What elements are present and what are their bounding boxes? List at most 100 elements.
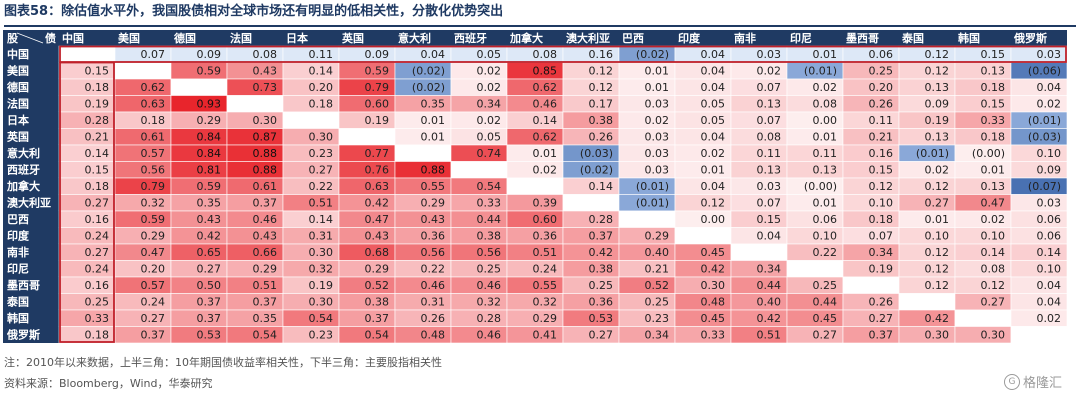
cell-value: 0.27 xyxy=(813,329,838,342)
cell-value: 0.12 xyxy=(925,65,950,78)
column-header: 加拿大 xyxy=(509,31,543,45)
cell-value: 0.18 xyxy=(85,81,110,94)
cell-value: 0.52 xyxy=(365,279,390,292)
cell-value: 0.30 xyxy=(309,131,334,144)
cell-value: 0.03 xyxy=(1037,48,1062,61)
cell-value: (0.03) xyxy=(1028,131,1061,144)
cell-value: 0.08 xyxy=(757,131,782,144)
cell-value: 0.25 xyxy=(477,263,502,276)
corner-diagonal xyxy=(16,32,44,44)
row-header: 意大利 xyxy=(7,146,40,160)
cell-value: 0.30 xyxy=(253,114,278,127)
cell-value: 0.01 xyxy=(701,164,726,177)
cell-value: 0.01 xyxy=(981,164,1006,177)
cell-value: 0.02 xyxy=(477,81,502,94)
cell-value: 0.27 xyxy=(309,164,334,177)
cell-value: 0.34 xyxy=(757,263,782,276)
cell-value: 0.01 xyxy=(421,131,446,144)
cell-value: 0.12 xyxy=(925,246,950,259)
cell-value: 0.51 xyxy=(253,279,278,292)
cell-value: (0.00) xyxy=(972,147,1005,160)
cell-value: 0.54 xyxy=(253,329,278,342)
cell-value: 0.25 xyxy=(589,279,614,292)
heatmap-cell xyxy=(226,95,284,113)
cell-value: 0.24 xyxy=(85,230,110,243)
cell-value: 0.38 xyxy=(365,296,390,309)
cell-value: 0.04 xyxy=(1037,81,1062,94)
cell-value: 0.18 xyxy=(981,81,1006,94)
row-header-bg xyxy=(3,293,59,310)
cell-value: 0.13 xyxy=(925,81,950,94)
row-header: 英国 xyxy=(6,130,29,144)
cell-value: (0.02) xyxy=(636,48,669,61)
cell-value: 0.02 xyxy=(757,65,782,78)
cell-value: 0.13 xyxy=(981,65,1006,78)
cell-value: 0.01 xyxy=(813,48,838,61)
cell-value: 0.45 xyxy=(701,246,726,259)
cell-value: 0.35 xyxy=(253,312,278,325)
cell-value: 0.16 xyxy=(869,147,894,160)
row-header: 德国 xyxy=(6,80,29,94)
cell-value: 0.07 xyxy=(141,48,166,61)
cell-value: 0.27 xyxy=(197,263,222,276)
cell-value: 0.15 xyxy=(981,48,1006,61)
column-header: 美国 xyxy=(118,31,140,45)
cell-value: 0.15 xyxy=(869,164,894,177)
cell-value: 0.85 xyxy=(533,65,558,78)
cell-value: 0.12 xyxy=(925,263,950,276)
cell-value: 0.57 xyxy=(141,147,166,160)
cell-value: 0.27 xyxy=(141,312,166,325)
cell-value: (0.01) xyxy=(916,147,949,160)
cell-value: 0.18 xyxy=(309,98,334,111)
cell-value: 0.05 xyxy=(477,131,502,144)
cell-value: 0.13 xyxy=(925,131,950,144)
cell-value: 0.15 xyxy=(757,213,782,226)
row-header: 法国 xyxy=(7,97,29,111)
cell-value: 0.29 xyxy=(645,230,670,243)
cell-value: 0.04 xyxy=(701,81,726,94)
heatmap-cell xyxy=(170,78,228,96)
corner-label-bond: 债 xyxy=(45,31,56,45)
cell-value: 0.59 xyxy=(197,180,222,193)
cell-value: 0.09 xyxy=(365,48,390,61)
correlation-heatmap: 股债中国 美国 德国 法国 日本 英国 意大利 西班牙 加拿大 澳大利亚 巴西 印度 南非 印尼 墨西哥 泰国… xyxy=(3,30,1077,352)
cell-value: 0.24 xyxy=(141,296,166,309)
cell-value: 0.54 xyxy=(365,329,390,342)
cell-value: 0.22 xyxy=(813,246,838,259)
cell-value: 0.55 xyxy=(421,180,446,193)
cell-value: 0.43 xyxy=(253,230,278,243)
cell-value: 0.40 xyxy=(757,296,782,309)
cell-value: 0.35 xyxy=(197,197,222,210)
cell-value: 0.12 xyxy=(925,279,950,292)
cell-value: 0.48 xyxy=(421,329,446,342)
cell-value: 0.66 xyxy=(253,246,278,259)
cell-value: 0.62 xyxy=(141,81,166,94)
cell-value: 0.27 xyxy=(85,246,110,259)
cell-value: 0.25 xyxy=(85,296,110,309)
cell-value: 0.06 xyxy=(1037,213,1062,226)
row-header-bg xyxy=(3,46,59,63)
cell-value: 0.27 xyxy=(85,197,110,210)
cell-value: 0.12 xyxy=(981,279,1006,292)
cell-value: (0.07) xyxy=(1028,180,1061,193)
cell-value: 0.02 xyxy=(645,114,670,127)
cell-value: (0.01) xyxy=(636,197,669,210)
cell-value: 0.56 xyxy=(477,246,502,259)
cell-value: 0.46 xyxy=(253,213,278,226)
title-divider xyxy=(4,25,1076,27)
cell-value: 0.42 xyxy=(701,263,726,276)
cell-value: 0.23 xyxy=(309,329,334,342)
column-header: 南非 xyxy=(734,31,756,45)
row-header-bg xyxy=(3,260,59,277)
cell-value: 0.28 xyxy=(85,114,110,127)
cell-value: 0.42 xyxy=(925,312,950,325)
cell-value: 0.84 xyxy=(197,131,222,144)
cell-value: 0.01 xyxy=(421,114,446,127)
cell-value: 0.26 xyxy=(421,312,446,325)
cell-value: 0.77 xyxy=(365,147,390,160)
cell-value: 0.16 xyxy=(85,279,110,292)
cell-value: 0.20 xyxy=(309,81,334,94)
column-header: 韩国 xyxy=(958,31,980,45)
cell-value: 0.47 xyxy=(981,197,1006,210)
row-header-bg xyxy=(3,112,59,129)
